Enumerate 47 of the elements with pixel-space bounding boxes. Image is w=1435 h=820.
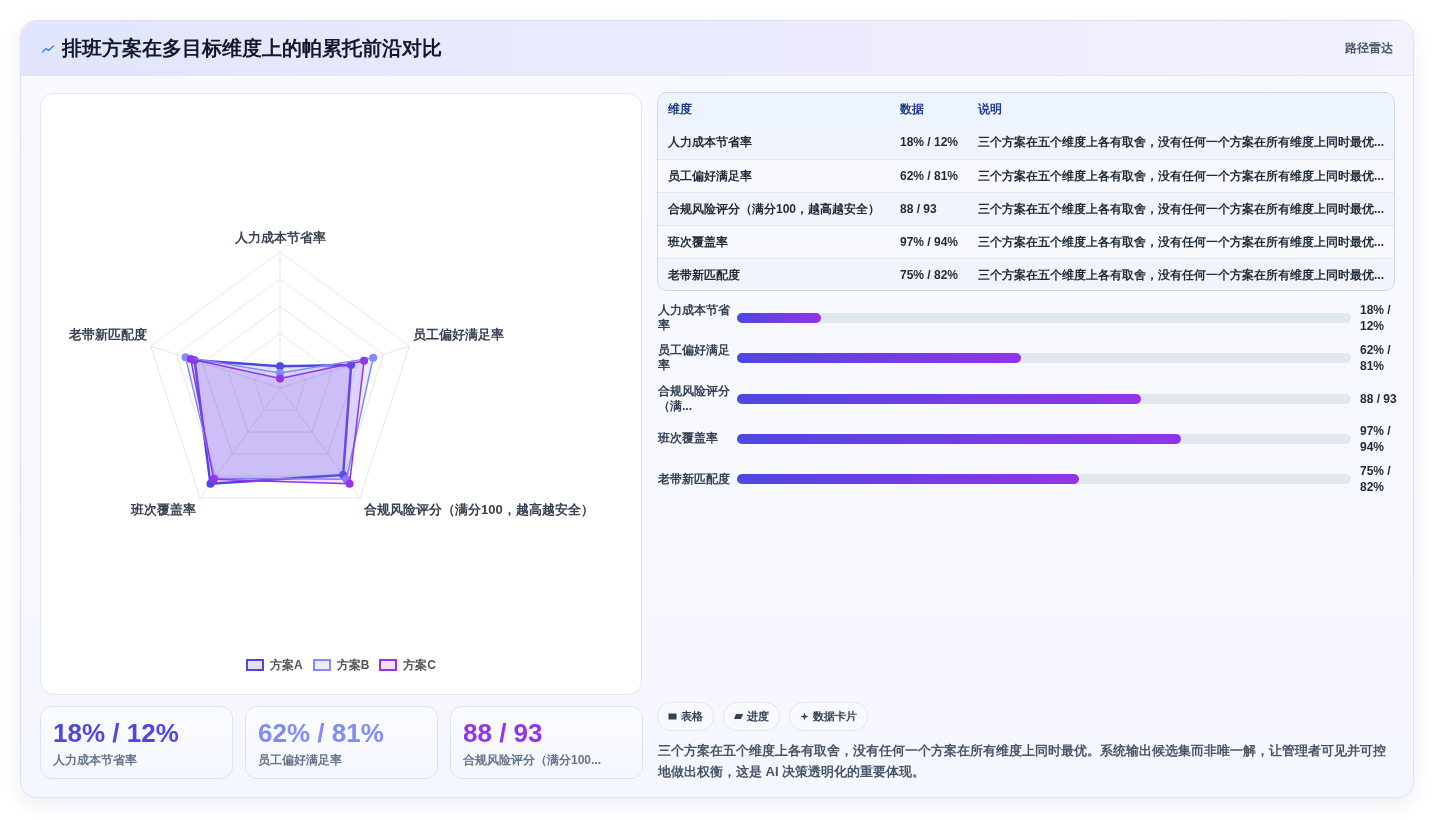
text: 三个方案在五个维度上各有取舍，没有任何一个方案在所有维度上同时最优... [978,169,1385,183]
text: 三个方案在五个维度上各有取舍，没有任何一个方案在所有维度上同时最优。系统输出候选集而非唯一解，让管理者可见并可控地做出权衡，这是 AI 决策透明化的重要体现。 [658,742,1387,781]
category-label: 人力成本节省率 [53,752,137,768]
text: 18% / 12% [900,135,959,149]
category-label: 说明 [978,101,1002,117]
text: 18% / 12% [53,718,179,748]
text: 三个方案在五个维度上各有取舍，没有任何一个方案在所有维度上同时最优... [978,268,1385,282]
spoke-label: 合规风险评分（满分100，越高越安全） [362,501,594,517]
text: 75% / 82% [1360,463,1392,495]
spoke-label: 员工偏好满足率 [413,327,505,343]
y-tick-label: 员工偏好满足率 [658,343,731,374]
text: 路径雷达 [1345,40,1393,56]
text: 62% / 81% [258,718,384,748]
text: 表格 [681,709,703,723]
text: 75% / 82% [900,268,959,282]
category-label: 合规风险评分（满分100，越高越安全） [668,202,881,216]
text: 62% / 81% [1360,342,1392,375]
text: 三个方案在五个维度上各有取舍，没有任何一个方案在所有维度上同时最优... [978,135,1385,149]
text: 三个方案在五个维度上各有取舍，没有任何一个方案在所有维度上同时最优... [978,202,1385,216]
spoke-label: 班次覆盖率 [130,501,197,517]
y-tick-label: 老带新匹配度 [658,471,730,487]
text: 18% / 12% [1360,302,1392,334]
legend-label: 方案A [269,657,303,673]
category-label: 人力成本节省率 [668,135,752,149]
text: 88 / 93 [900,202,937,216]
category-label: 数据 [900,101,924,117]
legend-label: 方案B [336,657,370,673]
y-tick-label: 人力成本节省率 [658,303,731,333]
text: 排班方案在多目标维度上的帕累托前沿对比 [62,36,442,60]
text: 88 / 93 [1360,390,1397,407]
text: 维度 [668,101,692,117]
category-label: 员工偏好满足率 [668,169,752,183]
text: 三个方案在五个维度上各有取舍，没有任何一个方案在所有维度上同时最优... [978,235,1385,249]
text: 97% / 94% [900,235,959,249]
category-label: 合规风险评分（满分100... [463,752,602,768]
legend-label: 方案C [403,657,436,673]
y-tick-label: 合规风险评分（满... [658,383,731,414]
text: 数据卡片 [813,709,857,723]
y-tick-label: 班次覆盖率 [658,431,718,447]
text: 88 / 93 [463,718,543,748]
text: 62% / 81% [900,169,959,183]
category-label: 老带新匹配度 [668,268,740,282]
text: 97% / 94% [1360,422,1392,455]
spoke-label: 老带新匹配度 [67,327,147,343]
spoke-label: 人力成本节省率 [233,229,326,245]
category-label: 员工偏好满足率 [258,752,342,768]
text: 进度 [747,709,769,723]
